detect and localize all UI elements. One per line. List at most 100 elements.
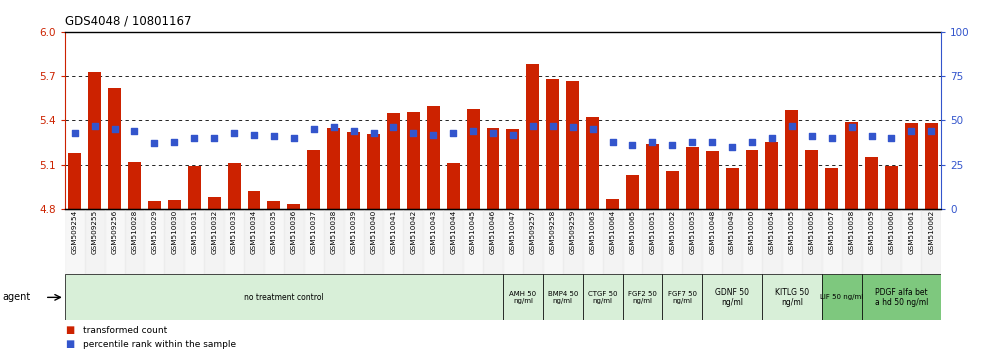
Bar — [846, 122, 859, 209]
Bar — [487, 128, 500, 209]
Bar — [642, 209, 662, 274]
Point — [684, 139, 700, 144]
Text: GSM510053: GSM510053 — [689, 210, 695, 255]
Bar — [862, 274, 941, 320]
Bar — [105, 209, 124, 274]
Point — [804, 133, 820, 139]
Point — [903, 128, 919, 134]
Text: GSM510043: GSM510043 — [430, 210, 436, 255]
Point — [366, 130, 381, 136]
Text: GSM510040: GSM510040 — [371, 210, 376, 255]
Bar — [786, 110, 799, 209]
Point — [844, 125, 860, 130]
Bar — [248, 191, 261, 209]
Point — [624, 142, 640, 148]
Text: KITLG 50
ng/ml: KITLG 50 ng/ml — [775, 288, 809, 307]
Text: GSM510034: GSM510034 — [251, 210, 257, 255]
Point — [664, 142, 680, 148]
Bar — [423, 209, 443, 274]
Point — [724, 144, 740, 150]
Text: GSM510044: GSM510044 — [450, 210, 456, 255]
Text: CTGF 50
ng/ml: CTGF 50 ng/ml — [588, 291, 618, 304]
Bar — [842, 209, 862, 274]
Point — [505, 132, 521, 137]
Text: GSM510047: GSM510047 — [510, 210, 516, 255]
Bar — [547, 79, 560, 209]
Text: GSM510057: GSM510057 — [829, 210, 835, 255]
Text: GSM510064: GSM510064 — [610, 210, 616, 255]
Bar — [826, 167, 839, 209]
Point — [864, 133, 879, 139]
Bar — [626, 175, 639, 209]
Bar — [742, 209, 762, 274]
Text: GSM510059: GSM510059 — [869, 210, 874, 255]
Text: GSM509259: GSM509259 — [570, 210, 576, 255]
Bar — [208, 197, 221, 209]
Bar — [383, 209, 403, 274]
Bar — [543, 274, 583, 320]
Bar — [85, 209, 105, 274]
Bar — [483, 209, 503, 274]
Text: BMP4 50
ng/ml: BMP4 50 ng/ml — [548, 291, 578, 304]
Point — [585, 126, 601, 132]
Text: ■: ■ — [65, 339, 74, 349]
Point — [385, 125, 401, 130]
Text: percentile rank within the sample: percentile rank within the sample — [83, 340, 236, 349]
Bar — [68, 153, 82, 209]
Bar — [622, 209, 642, 274]
Text: GSM510055: GSM510055 — [789, 210, 795, 255]
Text: FGF7 50
ng/ml: FGF7 50 ng/ml — [667, 291, 697, 304]
Bar — [204, 209, 224, 274]
Point — [764, 135, 780, 141]
Bar — [188, 166, 201, 209]
Bar — [148, 201, 161, 209]
Bar — [865, 157, 878, 209]
Point — [186, 135, 202, 141]
Bar — [925, 123, 938, 209]
Point — [565, 125, 581, 130]
Text: GSM510033: GSM510033 — [231, 210, 237, 255]
Bar — [802, 209, 822, 274]
Bar — [288, 204, 301, 209]
Bar — [184, 209, 204, 274]
Bar — [124, 209, 144, 274]
Text: GSM510030: GSM510030 — [171, 210, 177, 255]
Text: GSM510050: GSM510050 — [749, 210, 755, 255]
Point — [67, 130, 83, 136]
Bar — [227, 163, 241, 209]
Text: GDNF 50
ng/ml: GDNF 50 ng/ml — [715, 288, 749, 307]
Text: GSM510029: GSM510029 — [151, 210, 157, 255]
Bar — [822, 209, 842, 274]
Bar — [267, 201, 281, 209]
Bar — [862, 209, 881, 274]
Point — [425, 132, 441, 137]
Bar — [348, 132, 361, 209]
Bar — [344, 209, 364, 274]
Text: GSM510052: GSM510052 — [669, 210, 675, 255]
Text: GSM510031: GSM510031 — [191, 210, 197, 255]
Text: no treatment control: no treatment control — [244, 293, 324, 302]
Text: GSM510065: GSM510065 — [629, 210, 635, 255]
Bar — [507, 129, 520, 209]
Text: GSM509258: GSM509258 — [550, 210, 556, 255]
Point — [166, 139, 182, 144]
Point — [126, 128, 142, 134]
Point — [246, 132, 262, 137]
Text: GSM509255: GSM509255 — [92, 210, 98, 255]
Text: GSM510051: GSM510051 — [649, 210, 655, 255]
Bar — [387, 113, 400, 209]
Bar — [706, 151, 719, 209]
Bar — [447, 163, 460, 209]
Text: GSM510060: GSM510060 — [888, 210, 894, 255]
Bar — [725, 167, 739, 209]
Point — [704, 139, 720, 144]
Bar — [905, 123, 918, 209]
Bar — [901, 209, 921, 274]
Bar — [766, 142, 779, 209]
Point — [306, 126, 322, 132]
Bar — [89, 72, 102, 209]
Point — [525, 123, 541, 129]
Point — [605, 139, 621, 144]
Bar — [368, 133, 380, 209]
Bar — [109, 88, 122, 209]
